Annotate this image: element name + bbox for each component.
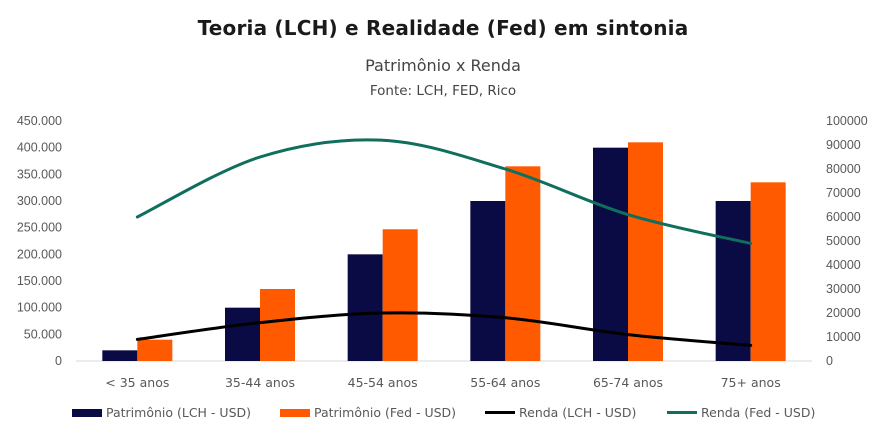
legend-item-patrimonio-fed: Patrimônio (Fed - USD) <box>280 405 456 420</box>
x-axis-tick-label: < 35 anos <box>105 375 169 390</box>
bar-patrimonio-fed <box>628 142 663 361</box>
bar-patrimonio-fed <box>505 166 541 361</box>
legend-label: Renda (Fed - USD) <box>701 405 816 420</box>
legend-item-patrimonio-lch: Patrimônio (LCH - USD) <box>72 405 251 420</box>
right-axis-tick-label: 90000 <box>826 138 861 152</box>
legend: Patrimônio (LCH - USD) Patrimônio (Fed -… <box>0 405 886 425</box>
bar-patrimonio-lch <box>225 307 260 361</box>
legend-label: Patrimônio (LCH - USD) <box>106 405 252 420</box>
legend-swatch <box>72 408 102 417</box>
left-axis-tick-label: 450.000 <box>17 114 62 128</box>
right-axis-tick-label: 60000 <box>826 210 861 224</box>
right-axis-tick-label: 50000 <box>826 234 861 248</box>
right-axis-tick-label: 80000 <box>826 162 861 176</box>
left-axis-tick-label: 150.000 <box>17 274 62 288</box>
x-axis: < 35 anos 35-44 anos 45-54 anos 55-64 anos 6… <box>105 375 780 390</box>
bar-patrimonio-lch <box>102 350 138 361</box>
bar-patrimonio-fed <box>260 289 295 361</box>
left-axis-tick-label: 300.000 <box>17 194 62 208</box>
bar-patrimonio-fed <box>382 229 418 361</box>
left-axis: 0 50.000 100.000 150.000 200.000 250.000 300.0… <box>17 114 62 368</box>
right-axis: 0 10000 20000 30000 40000 50000 60000 70000 8000… <box>826 114 868 368</box>
right-axis-tick-label: 100000 <box>826 114 868 128</box>
x-axis-tick-label: 45-54 anos <box>348 375 418 390</box>
bar-patrimonio-lch <box>470 201 506 361</box>
left-axis-tick-label: 0 <box>55 354 62 368</box>
bar-patrimonio-lch <box>593 147 628 361</box>
legend-item-renda-lch: Renda (LCH - USD) <box>485 405 636 420</box>
right-axis-tick-label: 40000 <box>826 258 861 272</box>
legend-item-renda-fed: Renda (Fed - USD) <box>667 405 815 420</box>
bar-patrimonio-fed <box>750 182 786 361</box>
left-axis-tick-label: 50.000 <box>24 327 62 341</box>
left-axis-tick-label: 250.000 <box>17 221 62 235</box>
right-axis-tick-label: 20000 <box>826 306 861 320</box>
legend-swatch <box>667 411 697 414</box>
x-axis-tick-label: 35-44 anos <box>225 375 295 390</box>
line-renda-fed <box>135 138 753 245</box>
right-axis-tick-label: 70000 <box>826 186 861 200</box>
legend-swatch <box>485 411 515 414</box>
x-axis-tick-label: 65-74 anos <box>593 375 663 390</box>
chart-subtitle: Patrimônio x Renda <box>365 56 521 75</box>
left-axis-tick-label: 200.000 <box>17 247 62 261</box>
right-axis-tick-label: 30000 <box>826 282 861 296</box>
left-axis-tick-label: 100.000 <box>17 301 62 315</box>
bar-patrimonio-lch <box>715 201 751 361</box>
legend-label: Patrimônio (Fed - USD) <box>314 405 457 420</box>
chart-source: Fonte: LCH, FED, Rico <box>369 83 517 99</box>
bars <box>102 142 786 361</box>
legend-label: Renda (LCH - USD) <box>519 405 637 420</box>
left-axis-tick-label: 350.000 <box>17 167 62 181</box>
lines <box>135 138 753 347</box>
chart-title: Teoria (LCH) e Realidade (Fed) em sinton… <box>197 16 689 40</box>
x-axis-tick-label: 75+ anos <box>721 375 781 390</box>
left-axis-tick-label: 400.000 <box>17 141 62 155</box>
right-axis-tick-label: 10000 <box>826 330 861 344</box>
line-renda-lch <box>135 311 753 347</box>
x-axis-tick-label: 55-64 anos <box>470 375 540 390</box>
bar-patrimonio-fed <box>137 339 173 361</box>
right-axis-tick-label: 0 <box>826 354 833 368</box>
bar-patrimonio-lch <box>347 254 383 361</box>
legend-swatch <box>280 408 310 417</box>
